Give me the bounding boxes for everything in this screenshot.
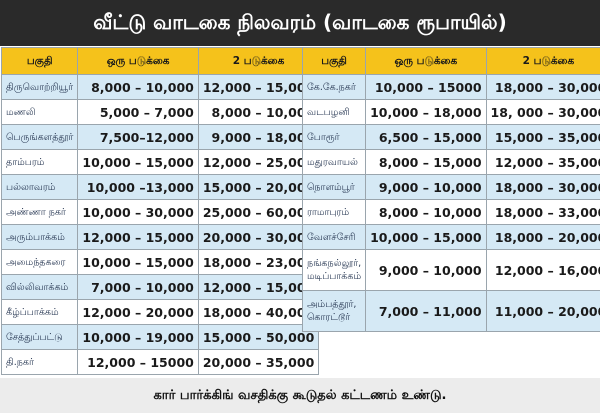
one-bedroom-rent: 8,000 – 10,000 (77, 74, 199, 100)
one-bedroom-rent: 12,000 – 20,000 (77, 299, 199, 325)
parking-note: கார் பார்க்கிங் வசதிக்கு கூடுதல் கட்டணம்… (0, 378, 600, 413)
table-row: ராமாபுரம் 8,000 – 10,000 18,000 – 33,000 (301, 199, 600, 225)
area-cell: வேளச்சேரி (301, 224, 367, 250)
table-row: சேத்துப்பட்டு 10,000 – 19,000 15,000 – 50,… (0, 324, 320, 350)
area-cell: தாம்பரம் (0, 149, 79, 175)
area-cell: தி.நகர் (0, 349, 79, 375)
rent-table-right: பகுதி ஒரு படுக்கை 2 படுக்கை கே.கே.நகர் 10… (301, 47, 600, 332)
header-two-bedroom: 2 படுக்கை (197, 47, 320, 75)
area-cell: நங்கநல்லூர், மடிப்பாக்கம் (301, 249, 367, 291)
one-bedroom-rent: 10,000 – 15,000 (77, 249, 199, 275)
two-bedroom-rent: 25,000 – 60,000 (197, 199, 320, 225)
rent-table-left: பகுதி ஒரு படுக்கை 2 படுக்கை திருவொற்றியூ… (0, 47, 320, 375)
two-bedroom-rent: 15,000 – 20,000 (197, 174, 320, 200)
two-bedroom-rent: 18,000 – 33,000 (485, 199, 600, 225)
table-row: வில்லிவாக்கம் 7,000 – 10,000 12,000 – 15,0… (0, 274, 320, 300)
table-row: கே.கே.நகர் 10,000 – 15000 18,000 – 30,000 (301, 74, 600, 100)
two-bedroom-rent: 15,000 – 35,000 (485, 124, 600, 150)
two-bedroom-rent: 11,000 – 20,000 (485, 290, 600, 332)
one-bedroom-rent: 10,000 –13,000 (77, 174, 199, 200)
area-cell: வடபழனி (301, 99, 367, 125)
header-area: பகுதி (301, 47, 367, 75)
two-bedroom-rent: 18, 000 – 30,000 (485, 99, 600, 125)
two-bedroom-rent: 9,000 – 18,000 (197, 124, 320, 150)
table-row: நங்கநல்லூர், மடிப்பாக்கம் 9,000 – 10,000 1… (301, 249, 600, 291)
area-cell: அரும்பாக்கம் (0, 224, 79, 250)
one-bedroom-rent: 10,000 – 15000 (365, 74, 487, 100)
area-cell: மணலி (0, 99, 79, 125)
table-row: தி.நகர் 12,000 – 15000 20,000 – 35,000 (0, 349, 320, 375)
area-cell: அமைந்தகரை (0, 249, 79, 275)
one-bedroom-rent: 10,000 – 15,000 (77, 149, 199, 175)
area-cell: திருவொற்றியூர் (0, 74, 79, 100)
area-cell: போரூர் (301, 124, 367, 150)
two-bedroom-rent: 20,000 – 30,000 (197, 224, 320, 250)
table-row: வேளச்சேரி 10,000 – 15,000 18,000 – 20,000 (301, 224, 600, 250)
table-row: நொளம்பூர் 9,000 – 10,000 18,000 – 30,000 (301, 174, 600, 200)
header-one-bedroom: ஒரு படுக்கை (365, 47, 487, 75)
area-cell: கீழ்ப்பாக்கம் (0, 299, 79, 325)
area-cell: பல்லாவரம் (0, 174, 79, 200)
area-cell: மதுரவாயல் (301, 149, 367, 175)
two-bedroom-rent: 18,000 – 40,000 (197, 299, 320, 325)
two-bedroom-rent: 12,000 – 15,000 (197, 274, 320, 300)
table-row: மணலி 5,000 – 7,000 8,000 – 10,000 (0, 99, 320, 125)
table-row: போரூர் 6,500 – 15,000 15,000 – 35,000 (301, 124, 600, 150)
area-cell: வில்லிவாக்கம் (0, 274, 79, 300)
two-bedroom-rent: 12,000 – 16,000 (485, 249, 600, 291)
one-bedroom-rent: 9,000 – 10,000 (365, 249, 487, 291)
area-cell: ராமாபுரம் (301, 199, 367, 225)
table-row: தாம்பரம் 10,000 – 15,000 12,000 – 25,000 (0, 149, 320, 175)
one-bedroom-rent: 12,000 – 15000 (77, 349, 199, 375)
table-row: வடபழனி 10,000 – 18,000 18, 000 – 30,000 (301, 99, 600, 125)
two-bedroom-rent: 18,000 – 20,000 (485, 224, 600, 250)
header-area: பகுதி (0, 47, 79, 75)
area-cell: கே.கே.நகர் (301, 74, 367, 100)
header-two-bedroom: 2 படுக்கை (485, 47, 600, 75)
one-bedroom-rent: 12,000 – 15,000 (77, 224, 199, 250)
table-row: அண்ணா நகர் 10,000 – 30,000 25,000 – 60,000 (0, 199, 320, 225)
one-bedroom-rent: 10,000 – 19,000 (77, 324, 199, 350)
one-bedroom-rent: 10,000 – 18,000 (365, 99, 487, 125)
one-bedroom-rent: 9,000 – 10,000 (365, 174, 487, 200)
table-row: மதுரவாயல் 8,000 – 15,000 12,000 – 35,000 (301, 149, 600, 175)
two-bedroom-rent: 18,000 – 30,000 (485, 74, 600, 100)
table-row: அரும்பாக்கம் 12,000 – 15,000 20,000 – 30,0… (0, 224, 320, 250)
two-bedroom-rent: 20,000 – 35,000 (197, 349, 320, 375)
area-cell: அம்பத்தூர், கொரட்டூர் (301, 290, 367, 332)
one-bedroom-rent: 5,000 – 7,000 (77, 99, 199, 125)
one-bedroom-rent: 7,000 – 10,000 (77, 274, 199, 300)
table-row: பல்லாவரம் 10,000 –13,000 15,000 – 20,000 (0, 174, 320, 200)
one-bedroom-rent: 8,000 – 15,000 (365, 149, 487, 175)
table-row: அம்பத்தூர், கொரட்டூர் 7,000 – 11,000 11,00… (301, 290, 600, 332)
area-cell: நொளம்பூர் (301, 174, 367, 200)
two-bedroom-rent: 15,000 – 50,000 (197, 324, 320, 350)
two-bedroom-rent: 8,000 – 10,000 (197, 99, 320, 125)
two-bedroom-rent: 12,000 – 15,000 (197, 74, 320, 100)
area-cell: சேத்துப்பட்டு (0, 324, 79, 350)
two-bedroom-rent: 18,000 – 23,000 (197, 249, 320, 275)
area-cell: அண்ணா நகர் (0, 199, 79, 225)
one-bedroom-rent: 10,000 – 30,000 (77, 199, 199, 225)
table-row: பெருங்களத்தூர் 7,500–12,000 9,000 – 18,000 (0, 124, 320, 150)
table-row: கீழ்ப்பாக்கம் 12,000 – 20,000 18,000 – 40,… (0, 299, 320, 325)
one-bedroom-rent: 10,000 – 15,000 (365, 224, 487, 250)
page-title: வீட்டு வாடகை நிலவரம் (வாடகை ரூபாயில்) (0, 0, 600, 46)
header-one-bedroom: ஒரு படுக்கை (77, 47, 199, 75)
two-bedroom-rent: 18,000 – 30,000 (485, 174, 600, 200)
one-bedroom-rent: 7,000 – 11,000 (365, 290, 487, 332)
table-header-row: பகுதி ஒரு படுக்கை 2 படுக்கை (301, 47, 600, 75)
table-row: அமைந்தகரை 10,000 – 15,000 18,000 – 23,000 (0, 249, 320, 275)
two-bedroom-rent: 12,000 – 35,000 (485, 149, 600, 175)
table-header-row: பகுதி ஒரு படுக்கை 2 படுக்கை (0, 47, 320, 75)
area-cell: பெருங்களத்தூர் (0, 124, 79, 150)
one-bedroom-rent: 6,500 – 15,000 (365, 124, 487, 150)
two-bedroom-rent: 12,000 – 25,000 (197, 149, 320, 175)
one-bedroom-rent: 8,000 – 10,000 (365, 199, 487, 225)
table-row: திருவொற்றியூர் 8,000 – 10,000 12,000 – 15,… (0, 74, 320, 100)
one-bedroom-rent: 7,500–12,000 (77, 124, 199, 150)
